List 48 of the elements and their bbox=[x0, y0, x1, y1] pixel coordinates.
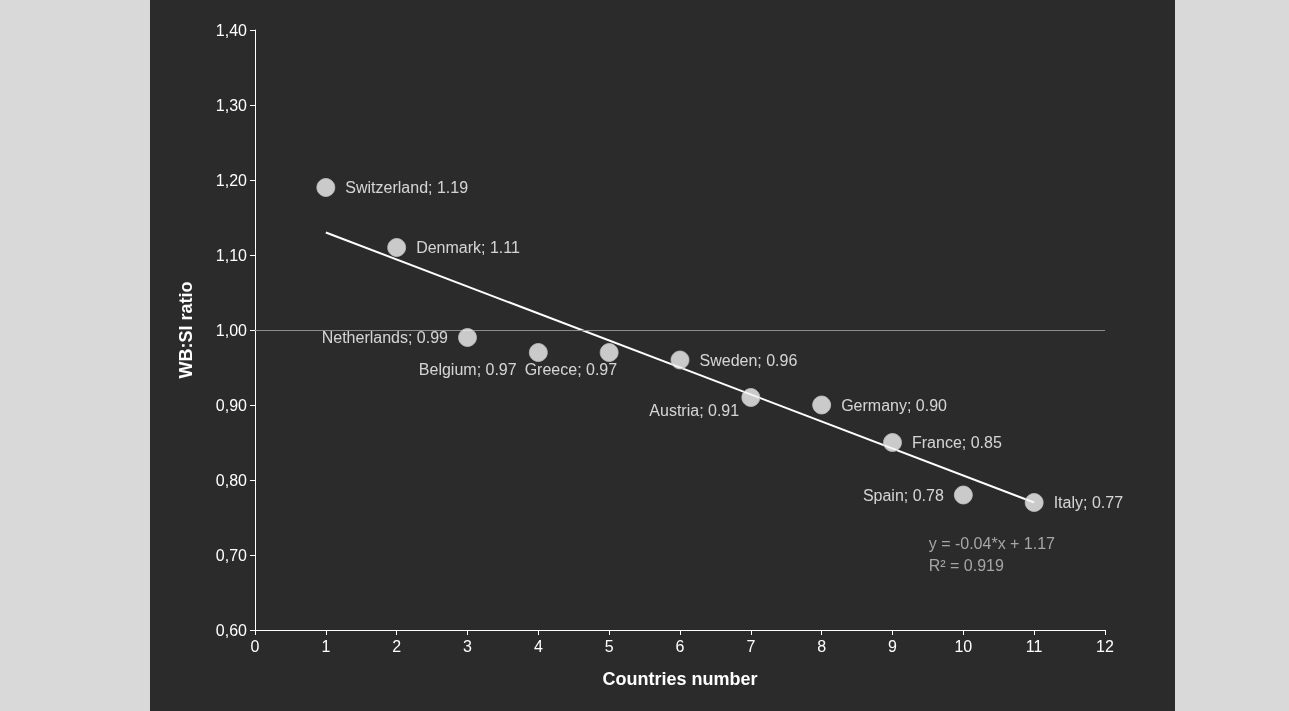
y-tick-label: 1,40 bbox=[215, 21, 248, 39]
x-tick-label: 0 bbox=[250, 637, 260, 655]
point bbox=[670, 350, 690, 370]
data-label: Sweden; 0.96 bbox=[699, 351, 798, 369]
x-axis-title: Countries number bbox=[602, 669, 758, 689]
y-axis-title: WB:SI ratio bbox=[176, 281, 196, 379]
x-tick-label: 4 bbox=[533, 637, 543, 655]
data-label: Germany; 0.90 bbox=[841, 396, 948, 414]
point bbox=[883, 433, 902, 452]
data-label: Austria; 0.91 bbox=[649, 401, 740, 419]
x-tick-label: 12 bbox=[1096, 637, 1114, 655]
x-tick-label: 6 bbox=[675, 637, 685, 655]
data-label: Belgium; 0.97 bbox=[418, 360, 517, 378]
data-label: Denmark; 1.11 bbox=[416, 239, 521, 256]
y-tick-label: 1,00 bbox=[215, 321, 248, 339]
x-tick-label: 5 bbox=[604, 637, 614, 655]
x-tick-label: 10 bbox=[954, 637, 973, 655]
y-tick-label: 1,10 bbox=[215, 246, 248, 264]
x-tick-label: 11 bbox=[1025, 637, 1043, 655]
x-tick-label: 7 bbox=[746, 637, 756, 655]
annotation: R² = 0.919 bbox=[928, 556, 1004, 574]
point bbox=[1024, 493, 1044, 512]
y-tick-label: 0,60 bbox=[215, 621, 248, 639]
x-tick-label: 8 bbox=[817, 637, 827, 655]
point bbox=[528, 343, 548, 362]
point bbox=[387, 238, 407, 257]
annotation: y = -0.04*x + 1.17 bbox=[928, 534, 1056, 552]
data-label: Switzerland; 1.19 bbox=[345, 179, 469, 196]
data-label: Netherlands; 0.99 bbox=[321, 329, 449, 346]
x-tick-label: 9 bbox=[888, 637, 898, 655]
x-tick-label: 3 bbox=[463, 637, 473, 655]
point bbox=[953, 485, 973, 505]
x-tick-label: 2 bbox=[392, 637, 402, 655]
x-tick-label: 1 bbox=[321, 637, 331, 655]
point bbox=[741, 388, 761, 407]
data-label: Italy; 0.77 bbox=[1053, 494, 1124, 511]
y-tick-label: 0,70 bbox=[215, 546, 248, 564]
y-tick-label: 1,20 bbox=[215, 171, 248, 189]
y-tick-label: 1,30 bbox=[215, 96, 248, 114]
y-tick-label: 0,90 bbox=[215, 396, 248, 414]
point bbox=[812, 395, 832, 415]
data-label: Spain; 0.78 bbox=[862, 486, 944, 504]
y-tick-label: 0,80 bbox=[215, 471, 248, 489]
point bbox=[316, 178, 336, 197]
data-label: France; 0.85 bbox=[912, 434, 1002, 451]
data-label: Greece; 0.97 bbox=[524, 360, 618, 378]
point bbox=[599, 343, 619, 362]
point bbox=[458, 328, 477, 347]
